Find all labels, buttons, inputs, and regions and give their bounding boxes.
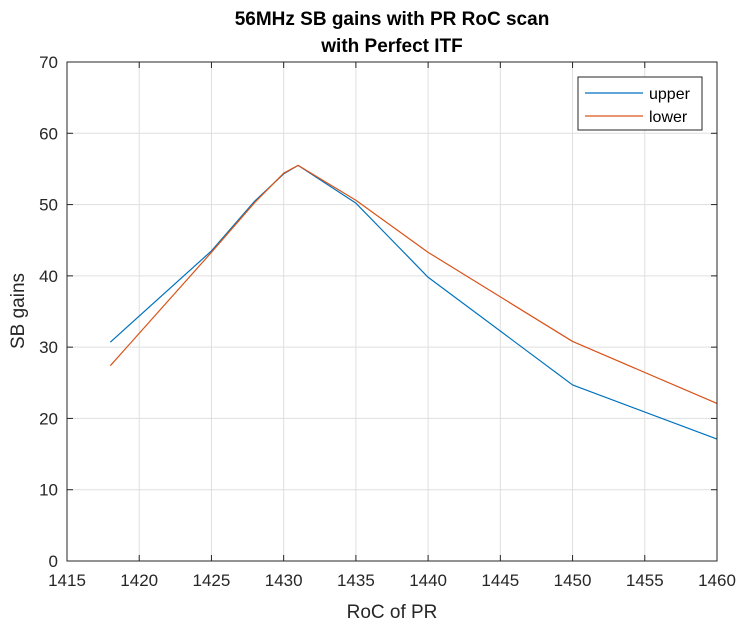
chart-title-line-2: with Perfect ITF [320,36,462,57]
legend: upper lower [577,76,703,131]
x-tick-label: 1450 [554,571,592,590]
plot-frame [66,61,718,562]
y-tick-label: 50 [39,196,58,215]
y-tick-label: 60 [39,124,58,143]
x-tick-label: 1460 [698,571,736,590]
series-line-lower [109,164,718,405]
y-tick-label: 70 [39,53,58,72]
x-tick-label: 1425 [193,571,231,590]
legend-label-upper: upper [649,86,691,103]
x-axis-label: RoC of PR [347,602,438,623]
y-tick-label: 0 [49,552,58,571]
y-tick-label: 20 [39,409,58,428]
y-tick-label: 30 [39,338,58,357]
y-tick-label: 40 [39,267,58,286]
x-tick-label: 1440 [409,571,447,590]
x-tick-label: 1445 [481,571,519,590]
series-group [109,164,718,440]
plot-area [67,62,717,561]
x-tick-label: 1455 [626,571,664,590]
x-tick-label: 1430 [265,571,303,590]
y-tick-label: 10 [39,481,58,500]
legend-box [577,76,703,131]
x-tick-label: 1420 [120,571,158,590]
x-tick-label: 1435 [337,571,375,590]
axis-ticks: 1415 1420 1425 1430 1435 1440 1445 1450 1455 1460… [39,53,736,590]
x-tick-label: 1415 [48,571,86,590]
legend-label-lower: lower [649,109,688,126]
chart-title-line-1: 56MHz SB gains with PR RoC scan [235,9,550,30]
y-axis-label: SB gains [8,273,29,349]
